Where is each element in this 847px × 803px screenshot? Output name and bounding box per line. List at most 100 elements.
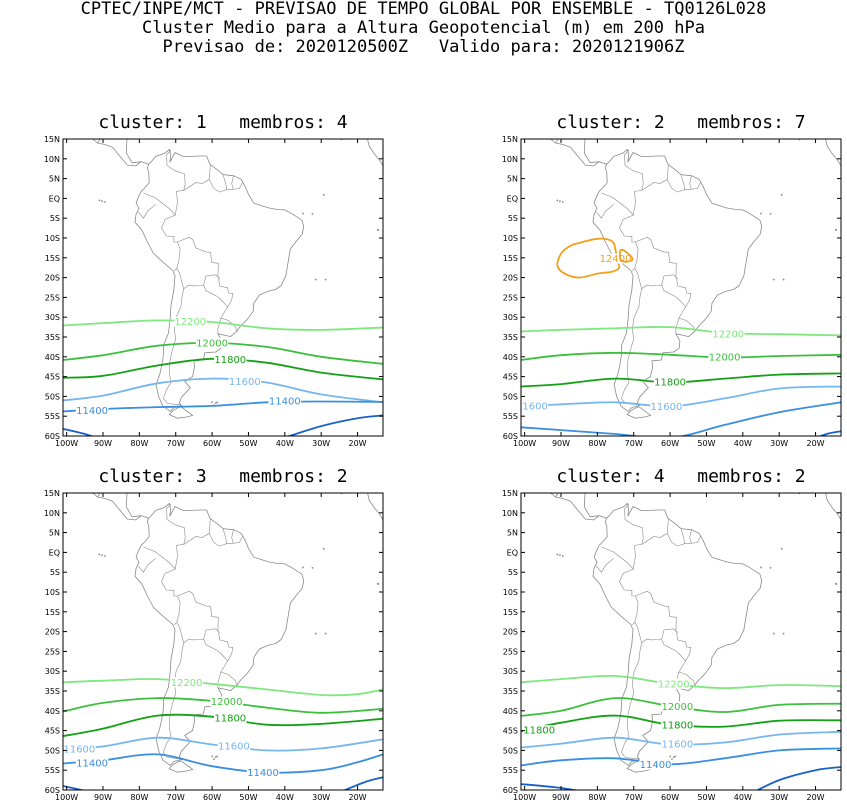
island	[561, 201, 564, 203]
contour-12400	[556, 237, 621, 279]
lat-label: 20S	[503, 628, 518, 637]
lat-label: 40S	[45, 353, 60, 362]
coastline	[626, 760, 652, 773]
lon-label: 100W	[55, 793, 78, 802]
panel-3-map: 12200 12000 11800 11600 11600 11400 11400 15N 10…	[44, 489, 384, 802]
island	[782, 278, 785, 281]
lat-label: 50S	[45, 746, 60, 755]
island	[377, 583, 380, 585]
lat-label: EQ	[49, 548, 60, 557]
island	[760, 212, 762, 215]
lat-label: 45S	[45, 727, 60, 736]
lat-label: 35S	[503, 333, 518, 342]
contour-label: 12000	[661, 702, 693, 713]
lon-label: 90W	[94, 439, 112, 448]
country-border	[624, 503, 644, 570]
contour-label: 11800	[214, 713, 246, 724]
contour-label-bg	[63, 744, 96, 755]
country-border	[596, 204, 614, 219]
contour-label-bg	[195, 337, 229, 348]
island	[782, 632, 785, 635]
lon-label: 60W	[661, 793, 679, 802]
lon-label: 60W	[661, 439, 679, 448]
lat-label: 45S	[45, 373, 60, 382]
lat-label: 20S	[503, 274, 518, 283]
island	[561, 555, 564, 557]
panel-4-map: 12200 12000 11800 11800 11600 11400 15N 10N 5N EQ…	[502, 489, 842, 802]
base-map	[550, 139, 841, 419]
island	[556, 553, 559, 556]
lat-label: 60S	[503, 786, 518, 795]
island	[556, 199, 559, 202]
map-frame	[62, 138, 384, 437]
contour-label: 11800	[523, 726, 555, 737]
contour-12400	[619, 248, 634, 263]
map-frame	[62, 492, 384, 791]
lat-label: 55S	[503, 412, 518, 421]
contour-label-bg	[75, 405, 109, 416]
contour-11200	[63, 428, 95, 436]
country-border	[666, 533, 701, 547]
island	[674, 755, 677, 758]
lat-label: 15N	[44, 135, 60, 144]
lat-label: 50S	[503, 392, 518, 401]
contour-12200	[63, 319, 383, 331]
lat-label: 5S	[50, 568, 60, 577]
lon-label: 40W	[276, 439, 294, 448]
island	[324, 278, 327, 281]
lat-label: 30S	[503, 667, 518, 676]
island	[302, 212, 304, 215]
island	[669, 755, 671, 758]
coastline	[550, 139, 607, 167]
lat-label: 40S	[503, 707, 518, 716]
coastline	[825, 139, 841, 167]
contour-label: 11400	[247, 768, 279, 779]
lat-label: 10N	[502, 509, 518, 518]
island	[559, 200, 561, 203]
contour-label: 11800	[661, 721, 693, 732]
lon-label: 30W	[312, 793, 330, 802]
contour-label-bg	[657, 678, 690, 689]
contour-label: 11600	[218, 742, 250, 753]
country-border	[143, 546, 181, 626]
country-border	[680, 528, 685, 544]
contour-label-bg	[228, 376, 262, 387]
country-border	[596, 558, 614, 573]
contour-label-bg	[522, 725, 556, 736]
country-border	[675, 317, 696, 334]
contour-label: 11400	[640, 760, 672, 771]
country-border	[208, 533, 243, 547]
island	[322, 193, 325, 196]
island	[211, 401, 213, 404]
country-border	[661, 278, 692, 308]
contour-label-bg	[214, 354, 247, 365]
island	[672, 756, 675, 759]
figure-title-line-2: Cluster Medio para a Altura Geopotencial…	[142, 18, 705, 38]
contour-11800	[63, 713, 383, 737]
country-border	[176, 621, 220, 644]
country-border	[166, 149, 186, 216]
coastline	[367, 139, 383, 167]
island	[772, 278, 775, 281]
lat-label: 55S	[503, 766, 518, 775]
lat-label: 25S	[503, 647, 518, 656]
contour-label: 12200	[174, 317, 206, 328]
contour-label-bg	[210, 696, 243, 707]
island	[302, 566, 304, 569]
lat-label: 15S	[45, 608, 60, 617]
contour-12200	[521, 325, 841, 337]
panel-2-map: 12400 12200 12000 11800 11600 11600 15N 10N 5N EQ…	[502, 135, 842, 448]
contour-label: 11600	[63, 745, 95, 756]
country-border	[163, 642, 184, 760]
island	[780, 193, 783, 196]
contour-label: 11400	[269, 397, 301, 408]
contour-label: 11600	[661, 740, 693, 751]
lat-label: 25S	[45, 647, 60, 656]
lat-label: 30S	[503, 313, 518, 322]
lon-label: 100W	[513, 439, 536, 448]
lon-label: 20W	[806, 793, 824, 802]
contour-label-bg	[661, 701, 694, 712]
contour-label: 12000	[211, 697, 243, 708]
country-border	[138, 204, 156, 219]
contour-layer: 12400 12200 12000 11800 11600 11600	[521, 237, 841, 436]
